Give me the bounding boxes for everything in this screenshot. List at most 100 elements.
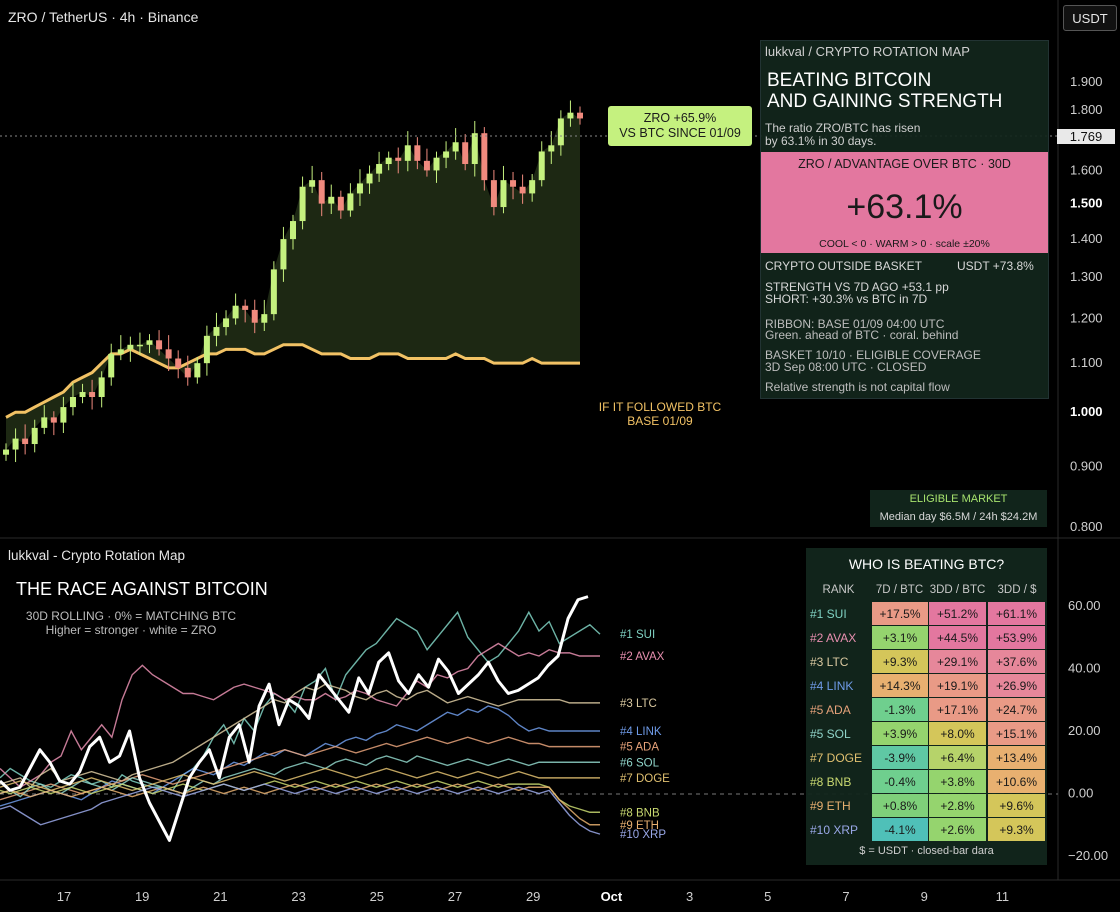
btc-follow-line1: IF IT FOLLOWED BTC bbox=[598, 400, 722, 414]
candle-body bbox=[452, 142, 459, 152]
candle bbox=[136, 332, 143, 356]
price-axis: 1.9001.8001.7001.6001.5001.4001.3001.200… bbox=[1070, 74, 1103, 534]
ranking-row-label: #3 LTC bbox=[810, 654, 849, 669]
candle bbox=[290, 214, 296, 250]
basket-cov-line1: BASKET 10/10 · ELIGIBLE COVERAGE bbox=[765, 348, 981, 362]
time-tick: 17 bbox=[57, 889, 71, 904]
candle bbox=[548, 131, 555, 164]
candle bbox=[481, 127, 488, 191]
candle-body bbox=[500, 180, 507, 208]
ranking-cell: +0.8% bbox=[872, 794, 928, 817]
ranking-table: WHO IS BEATING BTC? RANK 7D / BTC 3DD / … bbox=[806, 548, 1047, 865]
candle-body bbox=[213, 327, 220, 336]
chart-symbol-title: ZRO / TetherUS · 4h · Binance bbox=[8, 9, 199, 25]
candle-body bbox=[481, 133, 488, 181]
ranking-cell: +13.4% bbox=[988, 746, 1045, 769]
candle bbox=[309, 165, 316, 193]
ranking-cell: +2.6% bbox=[929, 818, 986, 841]
advantage-value: +63.1% bbox=[846, 188, 963, 226]
candle bbox=[395, 147, 402, 174]
advantage-box: ZRO / ADVANTAGE OVER BTC · 30D +63.1% CO… bbox=[761, 152, 1048, 253]
ranking-cell: -3.9% bbox=[872, 746, 928, 769]
btc-follow-line2: BASE 01/09 bbox=[627, 414, 693, 428]
race-line-1sui bbox=[0, 610, 601, 792]
candle bbox=[337, 190, 344, 219]
ranking-row-label: #4 LINK bbox=[810, 678, 854, 693]
ranking-footer: $ = USDT · closed-bar dara bbox=[859, 845, 994, 857]
ranking-cell: +53.9% bbox=[988, 626, 1045, 649]
candle bbox=[31, 419, 38, 453]
basket-line-right: USDT +73.8% bbox=[957, 259, 1034, 273]
candle bbox=[98, 371, 105, 408]
ranking-cell: +19.1% bbox=[929, 674, 986, 697]
candle-body bbox=[337, 196, 344, 211]
candle-body bbox=[3, 449, 9, 455]
candle-body bbox=[203, 335, 210, 364]
candle bbox=[490, 169, 497, 216]
candle bbox=[443, 141, 450, 169]
ranking-row-label: #7 DOGE bbox=[810, 750, 863, 765]
indicator-title: lukkval - Crypto Rotation Map bbox=[8, 548, 186, 563]
candle bbox=[270, 261, 277, 321]
candle bbox=[510, 171, 517, 200]
race-line-9eth bbox=[0, 783, 600, 826]
candle bbox=[41, 405, 48, 435]
candle-body bbox=[184, 367, 191, 378]
candle bbox=[60, 396, 67, 433]
time-tick: Oct bbox=[601, 889, 623, 904]
candle bbox=[280, 226, 287, 282]
price-tick: 1.100 bbox=[1070, 355, 1103, 370]
race-line-zro bbox=[0, 595, 589, 842]
ranking-cell: +8.0% bbox=[929, 722, 986, 745]
candle-body bbox=[136, 344, 143, 347]
currency-button[interactable]: USDT bbox=[1063, 5, 1117, 31]
candle bbox=[69, 382, 76, 416]
candle-body bbox=[318, 180, 325, 204]
basket-line-left: CRYPTO OUTSIDE BASKET bbox=[765, 259, 922, 273]
ranking-header-30d: 3DD / BTC bbox=[929, 584, 986, 596]
strength-line2: SHORT: +30.3% vs BTC in 7D bbox=[765, 292, 928, 306]
candle-body bbox=[108, 353, 115, 378]
candle bbox=[251, 299, 258, 334]
time-tick: 23 bbox=[291, 889, 305, 904]
race-label: #9 ETH bbox=[620, 820, 659, 832]
ranking-row-label: #10 XRP bbox=[810, 822, 859, 837]
race-label: #1 SUI bbox=[620, 629, 655, 641]
candle bbox=[194, 357, 201, 384]
race-label: #3 LTC bbox=[620, 698, 657, 710]
candle bbox=[385, 151, 392, 171]
sub-line2: by 63.1% in 30 days. bbox=[765, 134, 877, 148]
time-tick: 7 bbox=[842, 889, 849, 904]
candle-body bbox=[79, 392, 86, 397]
ribbon-line2: Green. ahead of BTC · coral. behind bbox=[765, 328, 959, 342]
candle bbox=[328, 184, 335, 215]
candle-body bbox=[567, 112, 574, 119]
ranking-row-label: #9 ETH bbox=[810, 798, 851, 813]
race-label: #6 SOL bbox=[620, 757, 660, 769]
candle-body bbox=[12, 438, 19, 450]
candle bbox=[519, 174, 526, 204]
ranking-header-usd: 3DD / $ bbox=[997, 584, 1037, 596]
race-line-10xrp bbox=[0, 783, 601, 835]
candle-body bbox=[261, 314, 268, 323]
ranking-row-label: #8 BNB bbox=[810, 774, 852, 789]
ranking-cell: +29.1% bbox=[929, 650, 986, 673]
ranking-row-label: #5 ADA bbox=[810, 702, 851, 717]
candle bbox=[529, 174, 536, 202]
candle bbox=[452, 128, 459, 160]
osc-tick: 40.00 bbox=[1068, 661, 1101, 676]
btc-follow-label: IF IT FOLLOWED BTC BASE 01/09 bbox=[590, 400, 730, 428]
candle-body bbox=[299, 186, 306, 222]
candle bbox=[175, 350, 182, 379]
oscillator-axis: 60.00 40.00 20.00 0.00 −20.00 bbox=[1068, 598, 1108, 863]
basket-cov-line2: 3D Sep 08:00 UTC · CLOSED bbox=[765, 360, 927, 374]
candle-body bbox=[127, 344, 134, 350]
ranking-cell: +61.1% bbox=[988, 602, 1045, 625]
candle bbox=[203, 325, 210, 376]
candle-body bbox=[41, 417, 48, 428]
candle bbox=[232, 293, 239, 325]
ranking-cell: +10.6% bbox=[988, 770, 1045, 793]
candle-body bbox=[175, 358, 182, 368]
candle bbox=[376, 151, 383, 182]
